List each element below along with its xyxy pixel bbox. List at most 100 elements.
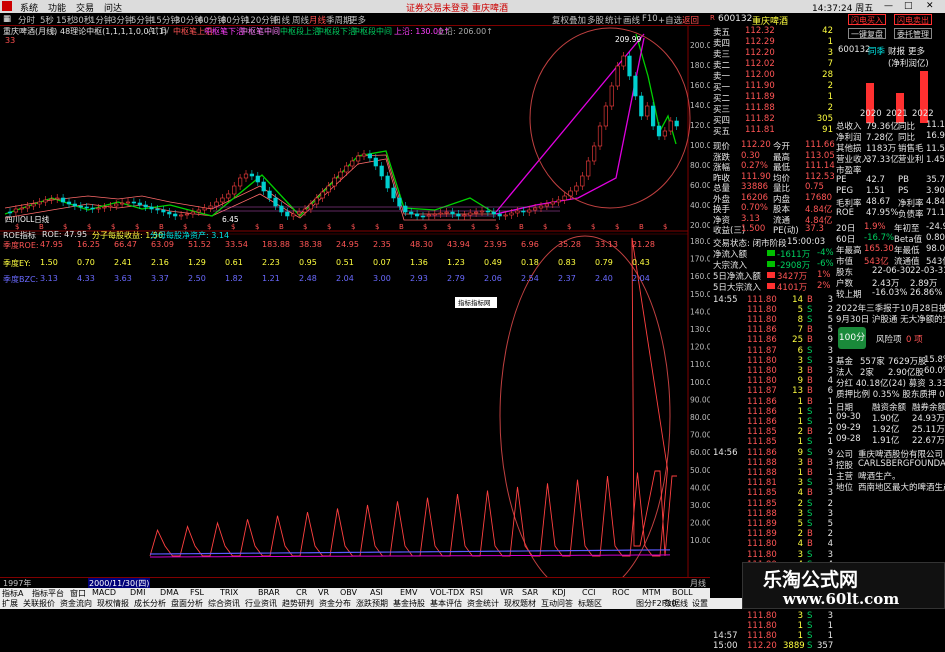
order-row[interactable]: 买五 111.81 91 [711,125,836,137]
menu-trade[interactable]: 交易 [76,4,95,14]
indicator-tab[interactable]: ASI [370,588,383,597]
period-5s[interactable]: 5秒 [40,16,54,26]
indicator-tab[interactable]: DMA [160,588,179,597]
indicator-tab[interactable]: 指标平台 [32,589,64,598]
status-tab[interactable]: 互动问答 [541,599,573,608]
minimize-button[interactable]: — [884,1,893,11]
indicator-tab[interactable]: BRAR [258,588,280,597]
fuquan-button[interactable]: 复权 [552,16,570,26]
status-tab[interactable]: 关联报价 [23,599,55,608]
tick-side: S [807,355,813,366]
status-tab[interactable]: 涨跌预期 [356,599,388,608]
status-tab[interactable]: 资金统计 [467,599,499,608]
period-30m[interactable]: 30分钟 [175,16,203,26]
status-tab[interactable]: 成长分析 [134,599,166,608]
indicator-tab[interactable]: VOL-TDX [430,588,465,597]
add-watchlist-button[interactable]: +自选 [658,16,683,26]
close-button[interactable]: ✕ [926,1,934,11]
status-tab[interactable]: 基本评估 [430,599,462,608]
period-15s[interactable]: 15秒 [56,16,76,26]
period-week[interactable]: 周线 [292,16,310,26]
status-tab[interactable]: 基金持股 [393,599,425,608]
status-tab[interactable]: 标题区 [578,599,602,608]
order-row[interactable]: 卖一 112.00 28 [711,70,836,82]
indicator-tab[interactable]: MTM [642,588,661,597]
trade-login-link[interactable]: 证券交易未登录 [406,4,470,14]
overlay-button[interactable]: 叠加 [569,16,587,26]
period-fenshi[interactable]: 分时 [18,16,36,26]
period-30s[interactable]: 30秒 [73,16,93,26]
period-80m[interactable]: 80分钟 [221,16,249,26]
order-manage-button[interactable]: 委托管理 [894,28,932,39]
period-3m[interactable]: 3分钟 [111,16,134,26]
indicator-tab[interactable]: VR [318,588,330,597]
flash-sell-button[interactable]: 闪电卖出 [894,14,932,25]
candle-body [49,198,54,201]
status-tab[interactable]: 现权情报 [97,599,129,608]
period-1m[interactable]: 1分钟 [90,16,113,26]
status-right-2[interactable]: 设置 [692,599,708,608]
flash-buy-button[interactable]: 闪电买入 [848,14,886,25]
draw-line-button[interactable]: 画线 [623,16,641,26]
period-120m[interactable]: 120分钟 [245,16,279,26]
indicator-tab[interactable]: ROC [612,588,630,597]
status-tab[interactable]: 资金分布 [319,599,351,608]
candle-body [532,207,538,211]
menu-function[interactable]: 功能 [48,4,67,14]
status-tab[interactable]: 趋势研判 [282,599,314,608]
order-row[interactable]: 买四 111.82 305 [711,114,836,126]
order-row[interactable]: 卖二 112.02 7 [711,59,836,71]
indicator-tab[interactable]: MACD [92,588,116,597]
period-more[interactable]: 更多 [349,16,367,26]
indicator-tab[interactable]: CCI [582,588,596,597]
roe-cell: 63.09 [151,240,174,249]
one-key-button[interactable]: 一键复盘 [848,28,886,39]
indicator-tab[interactable]: RSI [470,588,483,597]
status-tab[interactable]: 行业资讯 [245,599,277,608]
status-right-1[interactable]: 数据线 [664,599,688,608]
order-row[interactable]: 买三 111.88 2 [711,103,836,115]
order-row[interactable]: 卖五 112.32 42 [711,26,836,38]
maximize-button[interactable]: □ [904,1,913,11]
indicator-tab[interactable]: 指标A [2,589,24,598]
roe-cell: 2.06 [484,274,502,283]
back-button[interactable]: 返回 [682,16,700,26]
tick-side: B [807,427,813,438]
indicator-tab[interactable]: FSL [190,588,204,597]
indicator-tab[interactable]: WR [500,588,514,597]
period-month[interactable]: 月线 [309,16,327,26]
period-15m[interactable]: 15分钟 [151,16,179,26]
status-tab[interactable]: 现权题材 [504,599,536,608]
period-season[interactable]: 季周期 [326,16,352,26]
order-row[interactable]: 卖三 112.20 3 [711,48,836,60]
grid-icon[interactable]: ▦ [3,14,12,24]
chart-area[interactable]: 200.0 180.0 160.0 140.0 120.0 100.0 80.00 60.00… [0,26,710,577]
menu-system[interactable]: 系统 [20,4,39,14]
period-5m[interactable]: 5分钟 [131,16,154,26]
order-row[interactable]: 买二 111.89 1 [711,92,836,104]
indicator-tab[interactable]: KDJ [552,588,566,597]
f10-button[interactable]: F10 [642,14,658,24]
indicator-tab[interactable]: TRIX [220,588,239,597]
period-60m[interactable]: 60分钟 [198,16,226,26]
indicator-tab[interactable]: OBV [340,588,358,597]
multi-stock-button[interactable]: 多股 [587,16,605,26]
indicator-tab[interactable]: 窗口 [70,589,86,598]
indicator-tab[interactable]: PSY [710,588,725,597]
status-right-0[interactable]: 图分F2F10 [636,599,677,608]
status-tab[interactable]: 扩展 [2,599,18,608]
indicator-tab[interactable]: SAR [522,588,539,597]
stock-name-link[interactable]: 重庆啤酒 [472,4,509,14]
stats-button[interactable]: 统计 [605,16,623,26]
indicator-tab[interactable]: EMV [400,588,418,597]
status-tab[interactable]: 综合资讯 [208,599,240,608]
indicator-tab[interactable]: BOLL [672,588,693,597]
indicator-tab[interactable]: DMI [130,588,146,597]
order-row[interactable]: 卖四 112.29 1 [711,37,836,49]
indicator-tab[interactable]: CR [296,588,308,597]
menu-wenda[interactable]: 问达 [104,4,123,14]
status-tab[interactable]: 资金流向 [60,599,92,608]
status-tab[interactable]: 盘面分析 [171,599,203,608]
period-day[interactable]: 日线 [273,16,291,26]
order-row[interactable]: 买一 111.90 2 [711,81,836,93]
